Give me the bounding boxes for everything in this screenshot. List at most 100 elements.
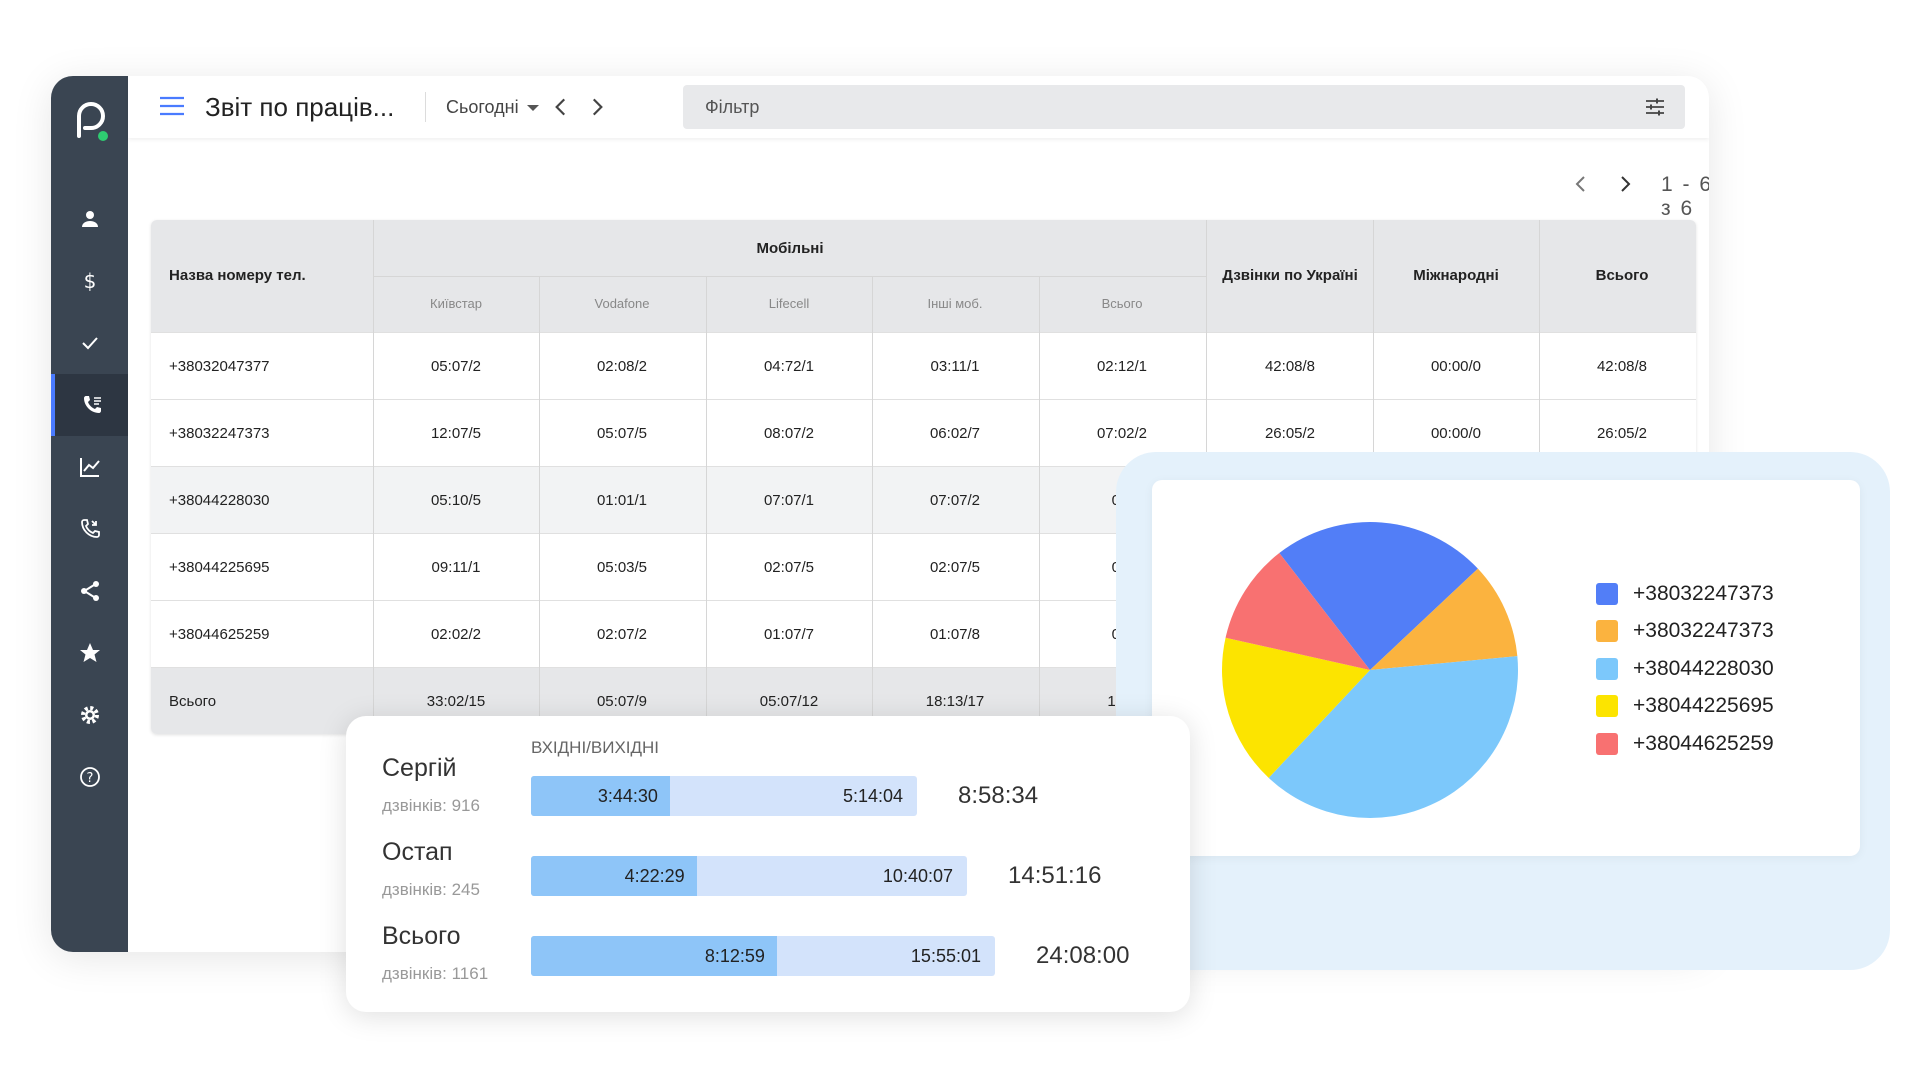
col-vodafone-header: Vodafone [594, 296, 650, 311]
col-total-header: Всього [1595, 267, 1649, 284]
sidebar-item-settings[interactable] [51, 684, 128, 746]
pie-slice [1279, 522, 1478, 670]
cell-lifecell: 01:07/7 [763, 626, 815, 643]
cell-international: 00:00/0 [1430, 425, 1482, 442]
cell-ukraine: 26:05/2 [1264, 425, 1316, 442]
menu-icon[interactable] [158, 94, 186, 118]
employee-name: Всього [382, 922, 461, 950]
legend-swatch [1596, 695, 1618, 718]
cell-kyivstar: 02:02/2 [430, 626, 482, 643]
cell-other: 06:02/7 [929, 425, 981, 442]
cell-total: 42:08/8 [1596, 358, 1648, 375]
legend-swatch [1596, 582, 1618, 605]
user-icon [81, 211, 98, 227]
cell-mobile-total: 07:02/2 [1096, 425, 1148, 442]
table-row[interactable]: +38032047377 05:07/2 02:08/2 04:72/1 03:… [151, 332, 1696, 399]
table-header: Назва номеру тел. Мобільні Дзвінки по Ук… [151, 220, 1696, 332]
table-row[interactable]: +38032247373 12:07/5 05:07/5 08:07/2 06:… [151, 399, 1696, 466]
call-list-icon [83, 396, 101, 413]
cell-other: 03:11/1 [930, 358, 980, 375]
incoming-bar-fill: 8:12:59 [531, 936, 777, 976]
pie-slice [1222, 637, 1370, 778]
chevron-left-icon[interactable] [1569, 172, 1593, 196]
sidebar-item-users[interactable] [51, 188, 128, 250]
cell-kyivstar: 09:11/1 [431, 559, 481, 576]
cell-vodafone: 01:01/1 [596, 492, 648, 509]
outgoing-time: 10:40:07 [882, 866, 953, 886]
sidebar-item-help[interactable]: ? [51, 746, 128, 808]
cell-vodafone: 02:08/2 [596, 358, 648, 375]
col-ukraine-header: Дзвінки по Україні [1222, 267, 1358, 284]
chevron-right-icon[interactable] [584, 94, 610, 120]
sidebar-item-integrations[interactable] [51, 560, 128, 622]
col-mobile-header: Мобільні [756, 240, 824, 257]
divider [373, 220, 374, 734]
caret-down-icon [526, 104, 539, 111]
legend-label: +38032247373 [1633, 619, 1774, 643]
legend-item: +38044625259 [1596, 725, 1774, 763]
sidebar-item-favorites[interactable] [51, 622, 128, 684]
pie-legend: +38032247373 +38032247373 +38044228030 +380… [1596, 575, 1774, 763]
employee-name: Остап [382, 838, 453, 866]
divider [1039, 276, 1040, 734]
cell-kyivstar: 12:07/5 [430, 425, 482, 442]
col-mobile-total-header: Всього [1101, 296, 1143, 311]
cell-vodafone: 05:03/5 [596, 559, 648, 576]
cell-name: +38032047377 [169, 358, 270, 375]
period-select[interactable]: Сьогодні [446, 97, 539, 118]
cell-international: 00:00/0 [1430, 358, 1482, 375]
sidebar: $ ? [51, 76, 128, 952]
dollar-icon: $ [83, 269, 96, 293]
employee-total-time: 8:58:34 [958, 782, 1039, 809]
page-title: Звіт по праців... [205, 92, 395, 122]
col-kyivstar-header: Київстар [430, 296, 482, 311]
employee-total-time: 24:08:00 [1036, 942, 1130, 969]
incoming-time: 4:22:29 [624, 866, 685, 886]
cell-kyivstar: 05:10/5 [430, 492, 482, 509]
sidebar-item-tasks[interactable] [51, 312, 128, 374]
cell-lifecell: 08:07/2 [763, 425, 815, 442]
svg-text:$: $ [83, 269, 96, 293]
cell-vodafone: 05:07/9 [596, 693, 648, 710]
cell-other: 18:13/17 [925, 693, 985, 710]
legend-swatch [1596, 657, 1618, 680]
sidebar-item-analytics[interactable] [51, 436, 128, 498]
pagination: 1 - 6 з 6 [1351, 164, 1709, 220]
sidebar-item-billing[interactable]: $ [51, 250, 128, 312]
incoming-outgoing-header: ВХІДНІ/ВИХІДНІ [531, 738, 660, 757]
gear-icon [80, 706, 99, 724]
cell-other: 07:07/2 [929, 492, 981, 509]
cell-name: +38032247373 [169, 425, 270, 442]
filter-input[interactable]: Фільтр [683, 85, 1685, 129]
legend-swatch [1596, 620, 1618, 643]
legend-item: +38032247373 [1596, 575, 1774, 613]
tune-icon[interactable] [1643, 95, 1667, 119]
sidebar-item-call-transfer[interactable] [51, 498, 128, 560]
top-bar: Звіт по праців... Сьогодні Фільтр [128, 76, 1709, 138]
cell-other: 01:07/8 [929, 626, 981, 643]
employee-total-time: 14:51:16 [1008, 862, 1102, 889]
pie-slice [1370, 568, 1518, 670]
divider [706, 276, 707, 734]
svg-text:?: ? [86, 771, 93, 786]
time-bar: 8:12:59 15:55:01 [531, 936, 995, 976]
incoming-time: 8:12:59 [704, 946, 765, 966]
pie-slice [1225, 553, 1370, 670]
cell-ukraine: 42:08/8 [1264, 358, 1316, 375]
pagination-label: 1 - 6 з 6 [1661, 173, 1709, 220]
legend-item: +38044225695 [1596, 688, 1774, 726]
incoming-bar-fill: 3:44:30 [531, 776, 670, 816]
cell-total: 26:05/2 [1596, 425, 1648, 442]
outgoing-time: 15:55:01 [910, 946, 981, 966]
cell-mobile-total: 02:12/1 [1096, 358, 1148, 375]
divider [539, 276, 540, 734]
star-icon [79, 643, 100, 662]
legend-label: +38044228030 [1633, 656, 1774, 680]
time-bar: 3:44:30 5:14:04 [531, 776, 917, 816]
filter-placeholder: Фільтр [705, 97, 760, 117]
sidebar-item-call-reports[interactable] [51, 374, 128, 436]
cell-kyivstar: 33:02/15 [426, 693, 486, 710]
legend-label: +38044225695 [1633, 694, 1774, 718]
chevron-right-icon[interactable] [1613, 172, 1637, 196]
chevron-left-icon[interactable] [548, 94, 574, 120]
